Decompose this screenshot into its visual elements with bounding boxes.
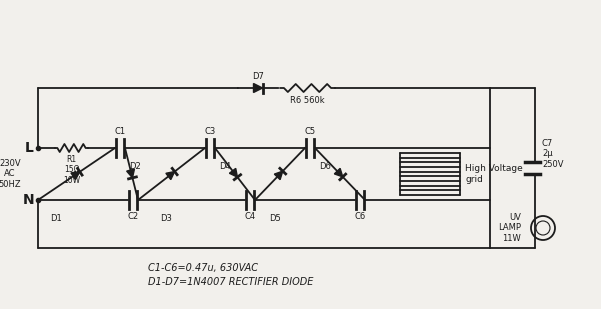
Text: UV
LAMP
11W: UV LAMP 11W — [498, 213, 521, 243]
Polygon shape — [71, 172, 80, 180]
Text: C6: C6 — [355, 212, 365, 221]
Text: D3: D3 — [160, 214, 172, 223]
Text: D6: D6 — [319, 162, 331, 171]
Text: C5: C5 — [305, 127, 316, 136]
Text: N: N — [22, 193, 34, 207]
Polygon shape — [230, 168, 237, 177]
Text: D7: D7 — [252, 72, 264, 81]
Polygon shape — [334, 168, 343, 177]
Text: L: L — [25, 141, 34, 155]
Polygon shape — [166, 171, 175, 180]
Polygon shape — [254, 83, 263, 92]
Text: C3: C3 — [204, 127, 216, 136]
Text: D4: D4 — [219, 162, 231, 171]
Text: 230V
AC
50HZ: 230V AC 50HZ — [0, 159, 21, 189]
Text: R6 560k: R6 560k — [290, 96, 325, 105]
Text: C1: C1 — [114, 127, 126, 136]
Text: High Voltage
grid: High Voltage grid — [465, 164, 523, 184]
Text: D5: D5 — [269, 214, 281, 223]
Text: R1
15Ω
10W: R1 15Ω 10W — [63, 155, 80, 185]
Text: D1-D7=1N4007 RECTIFIER DIODE: D1-D7=1N4007 RECTIFIER DIODE — [148, 277, 313, 287]
Text: C4: C4 — [245, 212, 255, 221]
Polygon shape — [274, 171, 283, 180]
Text: D1: D1 — [50, 214, 62, 223]
Text: D2: D2 — [129, 162, 141, 171]
Polygon shape — [127, 169, 135, 178]
Text: C1-C6=0.47u, 630VAC: C1-C6=0.47u, 630VAC — [148, 263, 258, 273]
Text: C2: C2 — [127, 212, 139, 221]
Text: C7
2µ
250V: C7 2µ 250V — [542, 139, 564, 169]
